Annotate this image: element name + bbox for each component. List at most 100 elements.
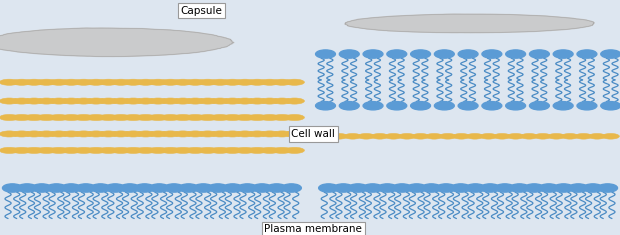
Ellipse shape bbox=[111, 79, 131, 85]
Ellipse shape bbox=[480, 133, 497, 139]
Text: Plasma membrane: Plasma membrane bbox=[264, 224, 362, 234]
Ellipse shape bbox=[521, 133, 538, 139]
Ellipse shape bbox=[0, 147, 19, 153]
Ellipse shape bbox=[0, 98, 19, 104]
Ellipse shape bbox=[2, 184, 22, 192]
Ellipse shape bbox=[316, 50, 335, 58]
Ellipse shape bbox=[86, 114, 106, 121]
Ellipse shape bbox=[577, 50, 597, 58]
Ellipse shape bbox=[247, 147, 267, 153]
Ellipse shape bbox=[173, 79, 193, 85]
Ellipse shape bbox=[136, 114, 156, 121]
Ellipse shape bbox=[247, 114, 267, 121]
Ellipse shape bbox=[37, 131, 56, 137]
Ellipse shape bbox=[482, 50, 502, 58]
Ellipse shape bbox=[148, 98, 168, 104]
Ellipse shape bbox=[185, 147, 205, 153]
Ellipse shape bbox=[161, 131, 180, 137]
Ellipse shape bbox=[480, 184, 500, 192]
Ellipse shape bbox=[185, 131, 205, 137]
Ellipse shape bbox=[363, 184, 383, 192]
Ellipse shape bbox=[210, 131, 230, 137]
Ellipse shape bbox=[135, 184, 154, 192]
Ellipse shape bbox=[123, 79, 143, 85]
Ellipse shape bbox=[198, 79, 218, 85]
Ellipse shape bbox=[210, 98, 230, 104]
Ellipse shape bbox=[105, 184, 125, 192]
Ellipse shape bbox=[260, 131, 280, 137]
Ellipse shape bbox=[173, 114, 193, 121]
Ellipse shape bbox=[330, 133, 348, 139]
Ellipse shape bbox=[525, 184, 544, 192]
Ellipse shape bbox=[74, 98, 94, 104]
Ellipse shape bbox=[49, 147, 69, 153]
Ellipse shape bbox=[161, 79, 180, 85]
Ellipse shape bbox=[86, 98, 106, 104]
Ellipse shape bbox=[235, 98, 255, 104]
Ellipse shape bbox=[24, 79, 44, 85]
Ellipse shape bbox=[260, 79, 280, 85]
Ellipse shape bbox=[260, 98, 280, 104]
Ellipse shape bbox=[12, 131, 32, 137]
Ellipse shape bbox=[12, 114, 32, 121]
Ellipse shape bbox=[37, 147, 56, 153]
Ellipse shape bbox=[111, 98, 131, 104]
Ellipse shape bbox=[99, 79, 118, 85]
Ellipse shape bbox=[111, 114, 131, 121]
Ellipse shape bbox=[317, 133, 334, 139]
Ellipse shape bbox=[569, 184, 588, 192]
Ellipse shape bbox=[285, 131, 304, 137]
Ellipse shape bbox=[285, 98, 304, 104]
Ellipse shape bbox=[74, 131, 94, 137]
Ellipse shape bbox=[363, 102, 383, 110]
Ellipse shape bbox=[74, 114, 94, 121]
Ellipse shape bbox=[148, 79, 168, 85]
Ellipse shape bbox=[466, 184, 485, 192]
Ellipse shape bbox=[387, 102, 407, 110]
Ellipse shape bbox=[99, 98, 118, 104]
Ellipse shape bbox=[235, 147, 255, 153]
Ellipse shape bbox=[247, 79, 267, 85]
Ellipse shape bbox=[223, 79, 242, 85]
Ellipse shape bbox=[37, 98, 56, 104]
Ellipse shape bbox=[285, 147, 304, 153]
Ellipse shape bbox=[210, 114, 230, 121]
Ellipse shape bbox=[198, 98, 218, 104]
Ellipse shape bbox=[247, 98, 267, 104]
Ellipse shape bbox=[49, 131, 69, 137]
Ellipse shape bbox=[453, 133, 470, 139]
Ellipse shape bbox=[198, 131, 218, 137]
Ellipse shape bbox=[223, 114, 242, 121]
Ellipse shape bbox=[285, 114, 304, 121]
Ellipse shape bbox=[173, 98, 193, 104]
Ellipse shape bbox=[91, 184, 110, 192]
Ellipse shape bbox=[148, 131, 168, 137]
Ellipse shape bbox=[136, 79, 156, 85]
Ellipse shape bbox=[185, 79, 205, 85]
Ellipse shape bbox=[37, 79, 56, 85]
Ellipse shape bbox=[422, 184, 441, 192]
Ellipse shape bbox=[49, 114, 69, 121]
Ellipse shape bbox=[149, 184, 169, 192]
Ellipse shape bbox=[185, 98, 205, 104]
Ellipse shape bbox=[161, 98, 180, 104]
Ellipse shape bbox=[451, 184, 471, 192]
Ellipse shape bbox=[111, 131, 131, 137]
Ellipse shape bbox=[316, 102, 335, 110]
Ellipse shape bbox=[339, 102, 359, 110]
Ellipse shape bbox=[74, 79, 94, 85]
Ellipse shape bbox=[392, 184, 412, 192]
Ellipse shape bbox=[148, 114, 168, 121]
Ellipse shape bbox=[198, 114, 218, 121]
Ellipse shape bbox=[466, 133, 484, 139]
Ellipse shape bbox=[601, 50, 620, 58]
Ellipse shape bbox=[223, 147, 242, 153]
Ellipse shape bbox=[193, 184, 213, 192]
Ellipse shape bbox=[136, 98, 156, 104]
Ellipse shape bbox=[61, 114, 81, 121]
Ellipse shape bbox=[12, 147, 32, 153]
Ellipse shape bbox=[272, 79, 292, 85]
Ellipse shape bbox=[436, 184, 456, 192]
Ellipse shape bbox=[123, 114, 143, 121]
Ellipse shape bbox=[458, 102, 478, 110]
